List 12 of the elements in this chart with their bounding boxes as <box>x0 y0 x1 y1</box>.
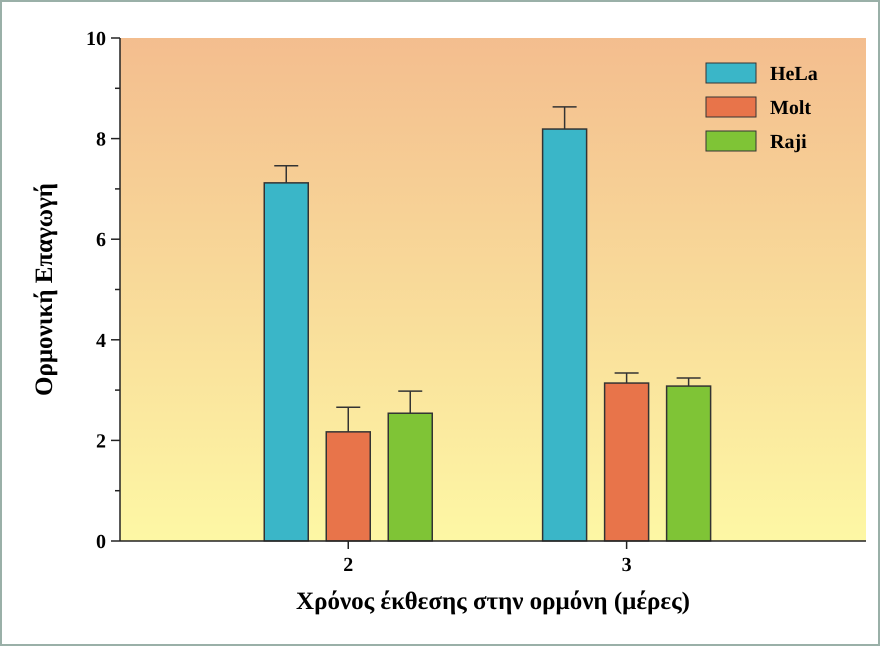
y-tick-label: 6 <box>96 229 106 252</box>
x-tick-label: 3 <box>622 554 632 576</box>
x-axis-title: Χρόνος έκθεσης στην ορμόνη (μέρες) <box>296 588 690 615</box>
y-tick-label: 2 <box>96 430 106 452</box>
y-tick-label: 8 <box>96 128 106 151</box>
y-tick-label: 10 <box>86 28 106 50</box>
y-axis-title: Ορμονική Επαγωγή <box>31 183 58 396</box>
legend-label: HeLa <box>770 63 818 85</box>
y-tick-label: 0 <box>96 531 106 553</box>
y-tick-label: 4 <box>96 330 106 352</box>
legend-label: Raji <box>770 131 808 153</box>
legend-label: Molt <box>770 97 812 119</box>
